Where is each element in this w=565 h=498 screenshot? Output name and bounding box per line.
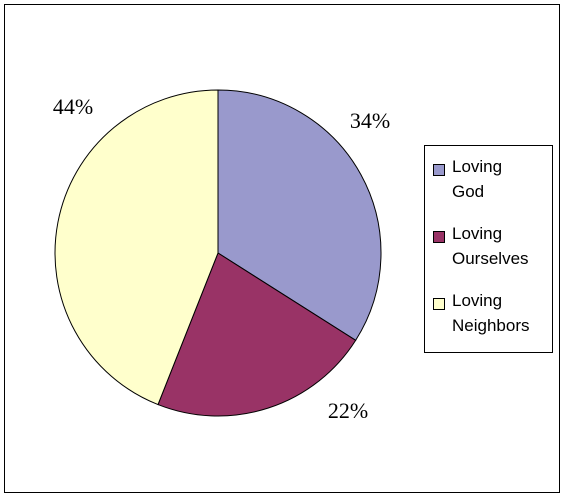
- legend-swatch-loving-god: [433, 164, 445, 176]
- legend-label-line2: Neighbors: [452, 316, 530, 335]
- legend: Loving God Loving Ourselves Loving Neigh…: [424, 145, 553, 353]
- legend-label-loving-god: Loving God: [452, 154, 552, 204]
- legend-swatch-loving-neighbors: [433, 298, 445, 310]
- pie-slice-loving-neighbors: [54, 89, 219, 406]
- slice-label-loving-ourselves: 22%: [328, 398, 368, 423]
- legend-label-line2: Ourselves: [452, 249, 529, 268]
- legend-label-line1: Loving: [452, 157, 503, 176]
- pie-slice-loving-ourselves: [157, 252, 357, 417]
- legend-label-line1: Loving: [452, 291, 503, 310]
- pie-slices: [54, 89, 382, 417]
- slice-label-loving-god: 34%: [350, 108, 390, 133]
- legend-swatch-loving-ourselves: [433, 231, 445, 243]
- slice-label-loving-neighbors: 44%: [53, 94, 93, 119]
- legend-label-line2: God: [452, 182, 485, 201]
- legend-label-loving-ourselves: Loving Ourselves: [452, 221, 552, 271]
- legend-label-loving-neighbors: Loving Neighbors: [452, 288, 552, 338]
- pie-slice-loving-god: [217, 89, 382, 342]
- legend-label-line1: Loving: [452, 224, 503, 243]
